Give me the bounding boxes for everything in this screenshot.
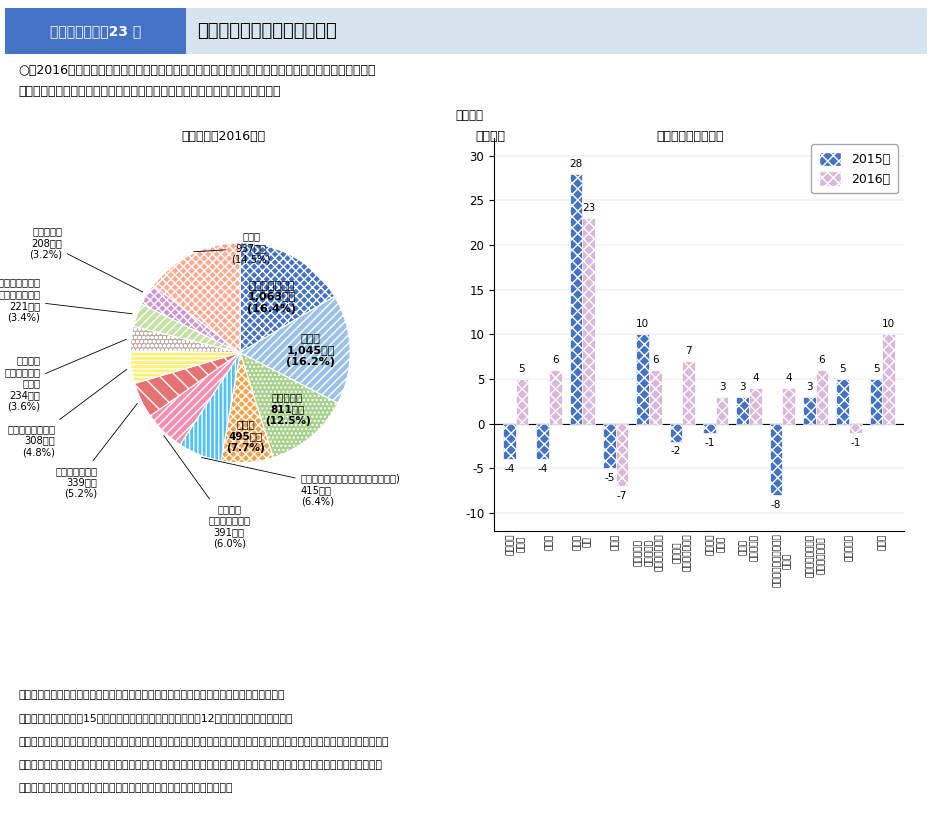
Text: 4: 4	[752, 373, 759, 383]
Bar	[749, 388, 761, 424]
Text: -5: -5	[604, 473, 614, 483]
Text: 3: 3	[719, 382, 725, 392]
Text: 学術研究，専門・
技術サービス業
221万人
(3.4%): 学術研究，専門・ 技術サービス業 221万人 (3.4%)	[0, 278, 132, 323]
Bar	[569, 174, 582, 424]
Bar	[883, 334, 895, 424]
Text: -8: -8	[771, 500, 781, 510]
Text: 運輸業，郵便業
339万人
(5.2%): 運輸業，郵便業 339万人 (5.2%)	[55, 404, 137, 499]
Bar	[637, 334, 649, 424]
Text: （万人）: （万人）	[475, 130, 505, 143]
Bar	[816, 370, 829, 424]
Bar	[515, 379, 528, 424]
Text: 7: 7	[685, 346, 692, 356]
Bar	[782, 388, 795, 424]
Text: 宿泊業，
飲食サービス業
391万人
(6.0%): 宿泊業， 飲食サービス業 391万人 (6.0%)	[164, 436, 250, 548]
Wedge shape	[134, 353, 240, 415]
Text: ２）左図において、「その他」は、産業大分類のうち「農業，林業」「漁業」「鉱業，採石業，砂利採取業」「電気・: ２）左図において、「その他」は、産業大分類のうち「農業，林業」「漁業」「鉱業，採…	[19, 737, 390, 747]
Text: 卸売業，小売業
1,063万人
(16.4%): 卸売業，小売業 1,063万人 (16.4%)	[247, 281, 296, 314]
Text: 23: 23	[582, 203, 596, 213]
Bar	[716, 397, 728, 424]
Bar	[603, 424, 616, 468]
Wedge shape	[133, 304, 240, 353]
Bar	[503, 424, 515, 460]
Bar	[616, 424, 628, 487]
Text: 資料出所　総務省統計局「労働力調査」をもとに厚生労働省労働政策担当参事官室にて作成: 資料出所 総務省統計局「労働力調査」をもとに厚生労働省労働政策担当参事官室にて作…	[19, 690, 285, 700]
Bar	[803, 397, 816, 424]
Legend: 2015年, 2016年: 2015年, 2016年	[811, 144, 898, 193]
Text: 3: 3	[806, 382, 813, 392]
Wedge shape	[221, 353, 273, 462]
Bar	[536, 424, 549, 460]
Wedge shape	[130, 326, 240, 353]
Text: -4: -4	[538, 464, 548, 474]
Text: 建設業
495万人
(7.7%): 建設業 495万人 (7.7%)	[226, 420, 265, 452]
Text: -4: -4	[504, 464, 514, 474]
Wedge shape	[240, 296, 350, 403]
Text: 第１－（２）－23 図: 第１－（２）－23 図	[50, 24, 141, 38]
Text: -2: -2	[671, 446, 681, 456]
Text: 28: 28	[569, 159, 582, 169]
Text: 10: 10	[637, 319, 650, 329]
Text: 6: 6	[652, 355, 659, 365]
Bar	[836, 379, 849, 424]
Bar	[682, 361, 695, 424]
Text: ガス・熱供給・水道業」「金融業，保険業」「不動産業，物品賃貸業」「複合サービス事業」「公務（他に分類: ガス・熱供給・水道業」「金融業，保険業」「不動産業，物品賃貸業」「複合サービス事…	[19, 760, 383, 770]
Bar	[870, 379, 883, 424]
Text: その他
937万人
(14.5%): その他 937万人 (14.5%)	[194, 232, 271, 265]
Text: 5: 5	[518, 364, 526, 375]
Text: -1: -1	[850, 437, 860, 447]
Text: 5: 5	[872, 364, 880, 375]
Text: されるものを除く）」「分類不能の産業」を合わせたもの。: されるものを除く）」「分類不能の産業」を合わせたもの。	[19, 783, 233, 793]
Y-axis label: （万人）: （万人）	[456, 110, 484, 122]
Bar	[770, 424, 782, 495]
Wedge shape	[130, 351, 240, 384]
Wedge shape	[240, 353, 337, 457]
Wedge shape	[180, 353, 240, 461]
Text: 産業別にみた就業者数の動き: 産業別にみた就業者数の動き	[198, 23, 337, 40]
Wedge shape	[154, 242, 240, 353]
Text: 3: 3	[739, 382, 746, 392]
Bar	[649, 370, 662, 424]
Wedge shape	[150, 353, 240, 445]
Bar	[670, 424, 682, 441]
Bar	[703, 424, 716, 433]
Text: 飲食サービス業などで増加している中で、建設業、情報通信業では減少。: 飲食サービス業などで増加している中で、建設業、情報通信業では減少。	[19, 85, 281, 99]
Text: 生活関連
サービス業，
娯楽業
234万人
(3.6%): 生活関連 サービス業， 娯楽業 234万人 (3.6%)	[4, 339, 127, 411]
Bar	[736, 397, 749, 424]
Bar	[582, 218, 595, 424]
Text: 教育，学習支援業
308万人
(4.8%): 教育，学習支援業 308万人 (4.8%)	[7, 370, 127, 457]
Text: 5: 5	[840, 364, 846, 375]
Bar	[849, 424, 862, 433]
Text: ○　2016年の就業者数の前年差を産業別にみると、医療，福祉、製造業、卸売業，小売業、宿泊業，: ○ 2016年の就業者数の前年差を産業別にみると、医療，福祉、製造業、卸売業，小…	[19, 64, 377, 78]
Text: 10: 10	[883, 319, 896, 329]
Text: 製造業
1,045万人
(16.2%): 製造業 1,045万人 (16.2%)	[286, 334, 335, 367]
Wedge shape	[142, 285, 240, 353]
Text: -1: -1	[705, 437, 715, 447]
Wedge shape	[240, 242, 335, 353]
Bar	[549, 370, 562, 424]
Text: 4: 4	[786, 373, 792, 383]
Text: 医療，福祉
811万人
(12.5%): 医療，福祉 811万人 (12.5%)	[265, 392, 310, 426]
Text: -7: -7	[617, 491, 627, 501]
Text: （注）　１）データは15歳以上の就業者数。産業分類は、第12回改定の産業分類による。: （注） １）データは15歳以上の就業者数。産業分類は、第12回改定の産業分類によ…	[19, 713, 294, 723]
Text: サービス業（他に分類されないもの)
415万人
(6.4%): サービス業（他に分類されないもの) 415万人 (6.4%)	[201, 457, 401, 507]
Text: 6: 6	[552, 355, 558, 365]
Text: 情報通信業
208万人
(3.2%): 情報通信業 208万人 (3.2%)	[29, 227, 143, 292]
Text: 就業者数（前年差）: 就業者数（前年差）	[656, 130, 723, 143]
Text: 6: 6	[818, 355, 826, 365]
Text: 就業者数（2016年）: 就業者数（2016年）	[182, 130, 266, 143]
